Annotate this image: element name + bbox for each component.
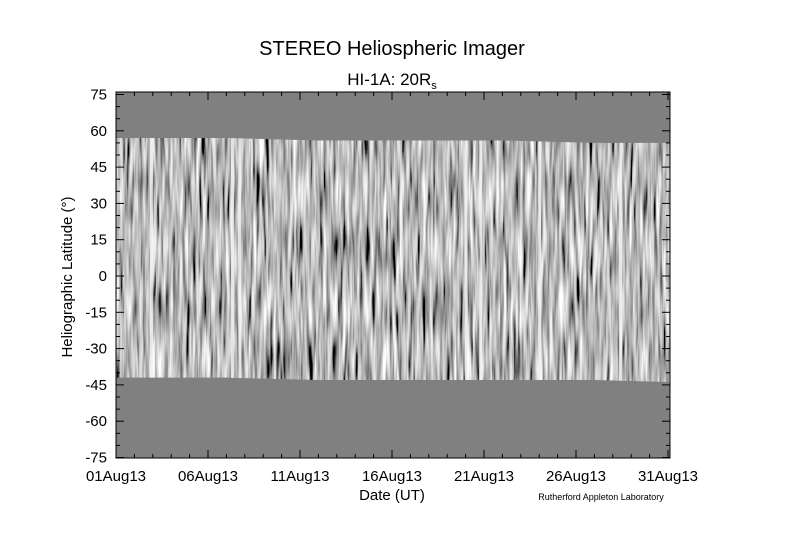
y-tick-label: -75 xyxy=(85,450,107,467)
y-tick-label: 30 xyxy=(90,195,107,212)
bright-column xyxy=(149,138,153,383)
credit-text: Rutherford Appleton Laboratory xyxy=(538,492,664,502)
bright-column xyxy=(230,138,234,383)
y-tick-label: -15 xyxy=(85,304,107,321)
y-tick-label: -60 xyxy=(85,413,107,430)
y-tick-label: -45 xyxy=(85,377,107,394)
y-tick-label: 15 xyxy=(90,232,107,249)
chart-subtitle-subscript: s xyxy=(431,80,437,92)
x-tick-label: 21Aug13 xyxy=(454,468,514,485)
x-tick-label: 01Aug13 xyxy=(86,468,146,485)
bright-column xyxy=(619,138,623,383)
x-tick-label: 31Aug13 xyxy=(638,468,698,485)
y-tick-label: 45 xyxy=(90,159,107,176)
x-tick-label: 26Aug13 xyxy=(546,468,606,485)
data-texture xyxy=(116,138,670,383)
chart-subtitle: HI-1A: 20Rs xyxy=(347,70,437,92)
x-axis: 01Aug13 06Aug13 11Aug13 16Aug13 21Aug13 26Aug… xyxy=(86,92,698,485)
bright-columns xyxy=(149,138,623,383)
bright-column xyxy=(538,138,542,383)
y-tick-label: 0 xyxy=(99,268,107,285)
bright-column xyxy=(464,138,468,383)
plot-frame xyxy=(115,91,671,459)
bright-column xyxy=(479,138,483,383)
chart-subtitle-main: HI-1A: 20R xyxy=(347,70,431,89)
x-axis-label: Date (UT) xyxy=(359,487,425,504)
y-axis: 75 60 45 30 15 0 -15 -30 -45 -60 -75 xyxy=(85,87,670,467)
bright-column xyxy=(238,138,242,383)
chart-title: STEREO Heliospheric Imager xyxy=(259,38,525,60)
x-tick-label: 11Aug13 xyxy=(271,468,330,485)
x-tick-label: 06Aug13 xyxy=(178,468,238,485)
y-tick-label: 75 xyxy=(90,87,107,104)
y-tick-label: 60 xyxy=(90,123,107,140)
y-tick-label: -30 xyxy=(85,341,107,358)
data-region xyxy=(116,138,670,383)
y-axis-label: Heliographic Latitude (°) xyxy=(59,196,76,357)
x-tick-label: 16Aug13 xyxy=(362,468,422,485)
